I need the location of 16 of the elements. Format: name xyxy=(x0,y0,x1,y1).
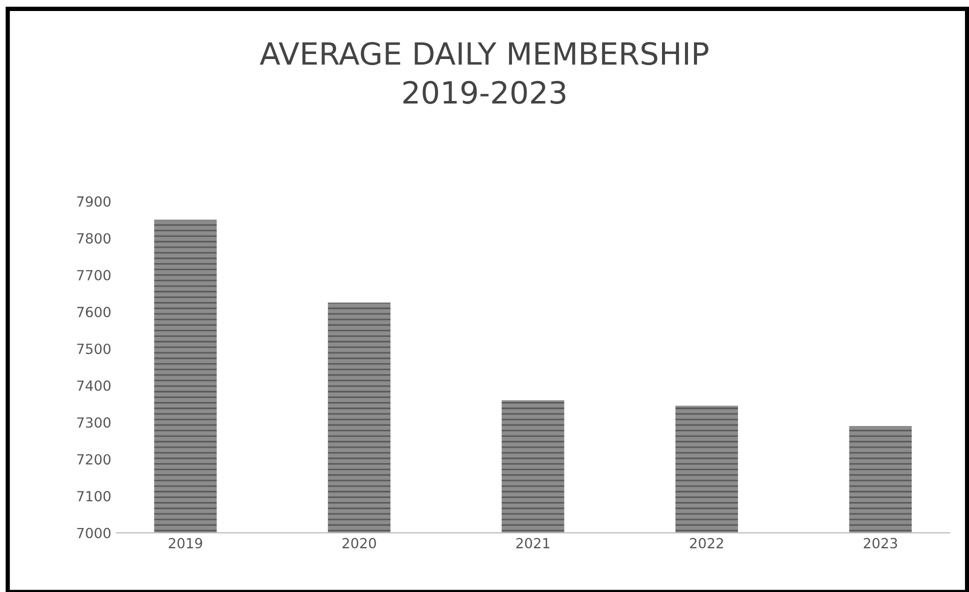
y-tick-label: 7200 xyxy=(77,454,110,465)
y-tick-label: 7700 xyxy=(77,270,110,280)
chart-title: AVERAGE DAILY MEMBERSHIP 2019-2023 xyxy=(260,42,708,104)
y-tick-label: 7000 xyxy=(77,528,110,538)
y-tick-label: 7300 xyxy=(77,417,110,428)
y-tick-label: 7800 xyxy=(77,233,110,244)
x-tick-label: 2019 xyxy=(168,538,202,548)
y-tick-label: 7400 xyxy=(77,380,110,391)
y-tick-label: 7900 xyxy=(77,196,110,207)
x-tick-label: 2023 xyxy=(864,538,898,548)
y-tick-label: 7500 xyxy=(77,344,110,354)
x-tick-label: 2020 xyxy=(342,538,376,548)
y-tick-label: 7100 xyxy=(77,490,110,502)
x-tick-label: 2022 xyxy=(690,538,723,548)
y-tick-label: 7600 xyxy=(77,306,110,318)
x-tick-label: 2021 xyxy=(516,538,550,548)
